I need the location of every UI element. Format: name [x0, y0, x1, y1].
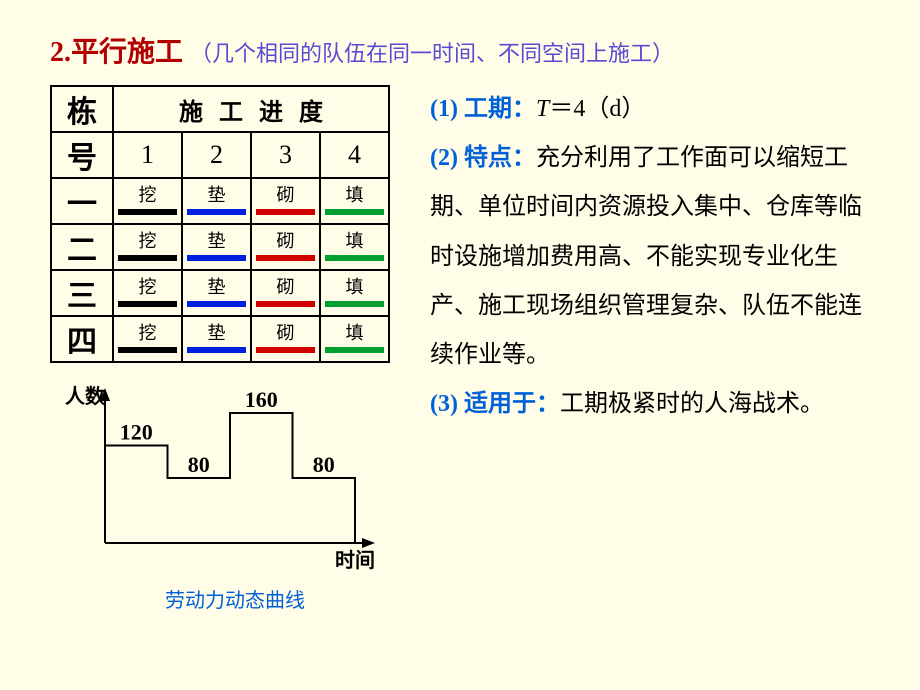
chart-caption: 劳动力动态曲线 — [80, 584, 390, 613]
task-bar — [118, 347, 177, 353]
task-label: 挖 — [114, 273, 181, 299]
content-columns: 栋 施工进度 号 1 2 3 4 一挖垫砌填二挖垫砌填三挖垫砌填四挖垫砌填 12… — [50, 85, 880, 613]
task-bar — [118, 301, 177, 307]
task-bar — [325, 255, 384, 261]
right-column: (1) 工期：T＝4（d） (2) 特点：充分利用了工作面可以缩短工期、单位时间… — [430, 85, 880, 613]
task-label: 挖 — [114, 227, 181, 253]
task-label: 垫 — [183, 181, 250, 207]
col-2: 2 — [182, 132, 251, 178]
left-column: 栋 施工进度 号 1 2 3 4 一挖垫砌填二挖垫砌填三挖垫砌填四挖垫砌填 12… — [50, 85, 400, 613]
col-4: 4 — [320, 132, 389, 178]
heading-title: 平行施工 — [71, 37, 183, 68]
col-header: 施工进度 — [113, 86, 389, 132]
task-bar — [325, 347, 384, 353]
task-cell: 垫 — [182, 224, 251, 270]
task-cell: 砌 — [251, 178, 320, 224]
task-bar — [118, 209, 177, 215]
text-body: (1) 工期：T＝4（d） (2) 特点：充分利用了工作面可以缩短工期、单位时间… — [430, 85, 880, 429]
task-bar — [256, 209, 315, 215]
p3-num: (3) — [430, 391, 464, 417]
task-cell: 填 — [320, 178, 389, 224]
svg-text:120: 120 — [120, 420, 153, 445]
task-bar — [118, 255, 177, 261]
p1-num: (1) — [430, 96, 464, 122]
task-bar — [256, 347, 315, 353]
row-label: 一 — [51, 178, 113, 224]
task-bar — [187, 209, 246, 215]
p2-num: (2) — [430, 145, 464, 171]
task-cell: 挖 — [113, 270, 182, 316]
task-cell: 垫 — [182, 178, 251, 224]
heading-number: 2. — [50, 37, 71, 68]
row-label: 二 — [51, 224, 113, 270]
task-bar — [325, 301, 384, 307]
row-header-top: 栋 — [51, 86, 113, 132]
labor-chart: 120 80 160 80 人数时间 劳动力动态曲线 — [50, 383, 390, 613]
task-cell: 垫 — [182, 270, 251, 316]
task-label: 砌 — [252, 181, 319, 207]
col-1: 1 — [113, 132, 182, 178]
task-cell: 填 — [320, 270, 389, 316]
task-cell: 填 — [320, 224, 389, 270]
row-label: 四 — [51, 316, 113, 362]
task-label: 填 — [321, 319, 388, 345]
task-cell: 挖 — [113, 316, 182, 362]
svg-text:80: 80 — [188, 452, 210, 477]
task-cell: 砌 — [251, 316, 320, 362]
row-label: 三 — [51, 270, 113, 316]
task-label: 挖 — [114, 319, 181, 345]
task-label: 砌 — [252, 227, 319, 253]
p1-key: 工期： — [464, 96, 536, 122]
task-bar — [256, 301, 315, 307]
slide-heading: 2.平行施工 （几个相同的队伍在同一时间、不同空间上施工） — [50, 30, 880, 70]
svg-text:人数: 人数 — [65, 384, 106, 408]
task-label: 垫 — [183, 227, 250, 253]
task-cell: 垫 — [182, 316, 251, 362]
row-header-bottom: 号 — [51, 132, 113, 178]
task-label: 填 — [321, 273, 388, 299]
task-cell: 砌 — [251, 224, 320, 270]
task-cell: 填 — [320, 316, 389, 362]
task-label: 砌 — [252, 319, 319, 345]
task-bar — [187, 347, 246, 353]
task-label: 填 — [321, 227, 388, 253]
svg-text:时间: 时间 — [335, 549, 375, 572]
p1-rest: ＝4（d） — [549, 96, 645, 122]
task-bar — [187, 301, 246, 307]
p1-var: T — [536, 96, 549, 122]
task-bar — [325, 209, 384, 215]
task-label: 挖 — [114, 181, 181, 207]
task-bar — [256, 255, 315, 261]
slide-root: 2.平行施工 （几个相同的队伍在同一时间、不同空间上施工） 栋 施工进度 号 1… — [0, 0, 920, 690]
task-cell: 挖 — [113, 178, 182, 224]
col-3: 3 — [251, 132, 320, 178]
task-cell: 砌 — [251, 270, 320, 316]
svg-text:160: 160 — [245, 387, 278, 412]
p2-text: 充分利用了工作面可以缩短工期、单位时间内资源投入集中、仓库等临时设施增加费用高、… — [430, 145, 862, 368]
labor-chart-svg: 120 80 160 80 人数时间 — [50, 383, 390, 573]
task-cell: 挖 — [113, 224, 182, 270]
task-label: 填 — [321, 181, 388, 207]
task-label: 砌 — [252, 273, 319, 299]
schedule-table: 栋 施工进度 号 1 2 3 4 一挖垫砌填二挖垫砌填三挖垫砌填四挖垫砌填 — [50, 85, 390, 363]
p3-key: 适用于： — [464, 391, 560, 417]
svg-text:80: 80 — [313, 452, 335, 477]
task-bar — [187, 255, 246, 261]
task-label: 垫 — [183, 319, 250, 345]
p2-key: 特点： — [464, 145, 536, 171]
task-label: 垫 — [183, 273, 250, 299]
heading-subtitle: （几个相同的队伍在同一时间、不同空间上施工） — [190, 41, 674, 66]
p3-text: 工期极紧时的人海战术。 — [560, 391, 824, 417]
